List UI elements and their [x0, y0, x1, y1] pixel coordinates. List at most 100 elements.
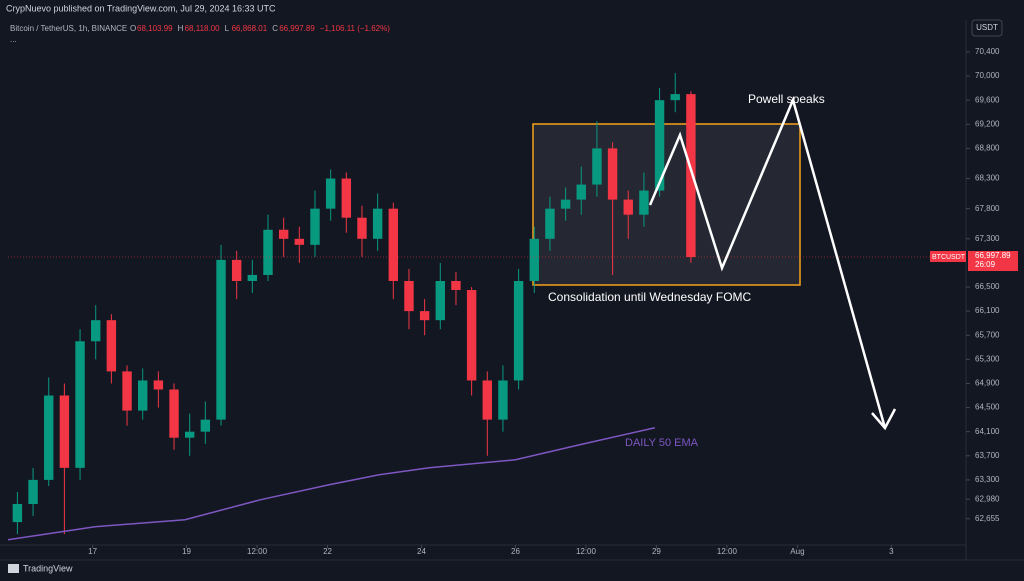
candle-body: [576, 184, 586, 200]
candle-body: [498, 380, 508, 420]
candle-body: [12, 504, 23, 523]
candle-body: [419, 311, 430, 321]
candle-body: [153, 380, 164, 390]
price-tag-countdown: 26:09: [975, 260, 996, 269]
candle-body: [247, 274, 258, 281]
candle-body: [59, 395, 70, 468]
candle-body: [607, 148, 618, 200]
x-tick-label: 22: [323, 547, 332, 556]
x-tick-label: 24: [417, 547, 426, 556]
candle-body: [686, 94, 696, 258]
ohlc-key: L: [225, 24, 230, 33]
y-tick-label: 66,100: [975, 306, 1000, 315]
candle-body: [466, 290, 477, 381]
ohlc-value: 66,868.01: [232, 24, 268, 33]
x-tick-label: 12:00: [247, 547, 268, 556]
y-tick-label: 67,800: [975, 204, 1000, 213]
y-tick-label: 65,300: [975, 354, 1000, 363]
y-tick-label: 67,300: [975, 234, 1000, 243]
candle-body: [639, 190, 649, 215]
ema-label: DAILY 50 EMA: [625, 437, 699, 449]
ohlc-key: H: [178, 24, 184, 33]
x-tick-label: 12:00: [717, 547, 738, 556]
x-tick-label: 26: [511, 547, 520, 556]
candle-body: [138, 380, 148, 411]
candle-body: [75, 341, 85, 468]
y-tick-label: 64,100: [975, 427, 1000, 436]
candle-body: [654, 100, 665, 191]
candle-body: [325, 178, 336, 209]
y-tick-label: 68,800: [975, 143, 1000, 152]
candle-body: [263, 229, 273, 275]
x-tick-label: 17: [88, 547, 97, 556]
candle-body: [200, 419, 211, 432]
y-tick-label: 63,700: [975, 451, 1000, 460]
currency-box[interactable]: [971, 19, 1003, 37]
candle-body: [169, 389, 179, 438]
y-tick-label: 69,200: [975, 119, 1000, 128]
y-tick-label: 66,500: [975, 282, 1000, 291]
candle-body: [545, 208, 555, 239]
candle-body: [513, 280, 524, 381]
candle-body: [122, 371, 132, 411]
candle-body: [231, 259, 242, 281]
candle-body: [184, 431, 195, 438]
projection-arrow: [871, 408, 897, 431]
projection-path: [648, 96, 887, 429]
y-tick-label: 62,980: [975, 494, 1000, 503]
candle-body: [341, 178, 352, 218]
candle-body: [623, 199, 633, 215]
ohlc-key: O: [130, 24, 136, 33]
symbol: Bitcoin / TetherUS, 1h, BINANCE: [10, 24, 127, 33]
y-tick-label: 69,600: [975, 95, 1000, 104]
ohlc-value: 68,103.99: [137, 24, 173, 33]
price-tag-symbol: BTCUSDT: [932, 254, 966, 261]
candle-body: [372, 208, 383, 239]
publisher: CrypNuevo published on TradingView.com, …: [6, 3, 276, 13]
candle-body: [310, 208, 320, 245]
x-tick-label: 3: [889, 547, 894, 556]
candle-body: [278, 229, 289, 239]
candle-body: [482, 380, 492, 420]
brand: TradingView: [23, 563, 73, 573]
candle-body: [216, 259, 226, 420]
price-tag: [968, 251, 1018, 272]
y-tick-label: 68,300: [975, 174, 1000, 183]
candle-body: [357, 217, 367, 239]
ohlc-legend: O 68,103.99 H 68,118.00 L 66,868.01 C 66,997.89…: [130, 24, 390, 33]
candle-body: [451, 280, 461, 291]
candle-body: [106, 320, 117, 372]
y-tick-label: 64,500: [975, 403, 1000, 412]
candle-body: [388, 208, 399, 281]
price-tag-value: 66,997.89: [975, 251, 1011, 260]
x-tick-label: 29: [652, 547, 661, 556]
ohlc-value: 68,118.00: [185, 24, 221, 33]
x-tick-label: Aug: [790, 547, 804, 556]
candle-body: [294, 238, 305, 245]
candle-body: [529, 238, 539, 281]
ohlc-value: 66,997.89: [279, 24, 315, 33]
event-note: Powell speaks: [748, 92, 825, 106]
ohlc-key: C: [272, 24, 278, 33]
y-tick-label: 64,900: [975, 379, 1000, 388]
more: ...: [10, 35, 17, 44]
currency: USDT: [976, 23, 998, 32]
ema-line: [7, 427, 656, 541]
y-tick-label: 70,000: [975, 71, 1000, 80]
y-tick-label: 62,655: [975, 514, 1000, 523]
candle-body: [44, 395, 54, 480]
candle-body: [560, 199, 571, 209]
y-tick-label: 70,400: [975, 47, 1000, 56]
change: −1,106.11 (−1.62%): [320, 24, 390, 33]
candle-body: [404, 280, 414, 312]
candle-body: [435, 280, 445, 321]
candle-body: [592, 148, 602, 185]
candle-body: [28, 479, 38, 505]
candle-body: [670, 94, 680, 101]
y-tick-label: 63,300: [975, 475, 1000, 484]
box-note: Consolidation until Wednesday FOMC: [548, 290, 752, 304]
logo: [8, 564, 19, 573]
